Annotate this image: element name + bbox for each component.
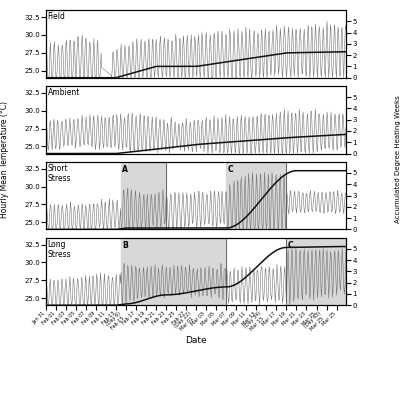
Bar xyxy=(121,162,166,229)
Text: Ambient: Ambient xyxy=(48,88,80,97)
Text: Long
Stress: Long Stress xyxy=(48,239,71,259)
Bar xyxy=(286,237,346,305)
Text: Hourly Mean Temperature (°C): Hourly Mean Temperature (°C) xyxy=(0,101,9,218)
Text: C: C xyxy=(228,165,233,174)
Text: C: C xyxy=(288,241,293,250)
Text: Short
Stress: Short Stress xyxy=(48,164,71,183)
Bar xyxy=(121,237,226,305)
Text: A: A xyxy=(122,165,128,174)
X-axis label: Date: Date xyxy=(185,336,207,345)
Text: Field: Field xyxy=(48,12,65,21)
Text: B: B xyxy=(122,241,128,250)
Text: Accumulated Degree Heating Weeks: Accumulated Degree Heating Weeks xyxy=(395,96,400,223)
Bar xyxy=(226,162,286,229)
